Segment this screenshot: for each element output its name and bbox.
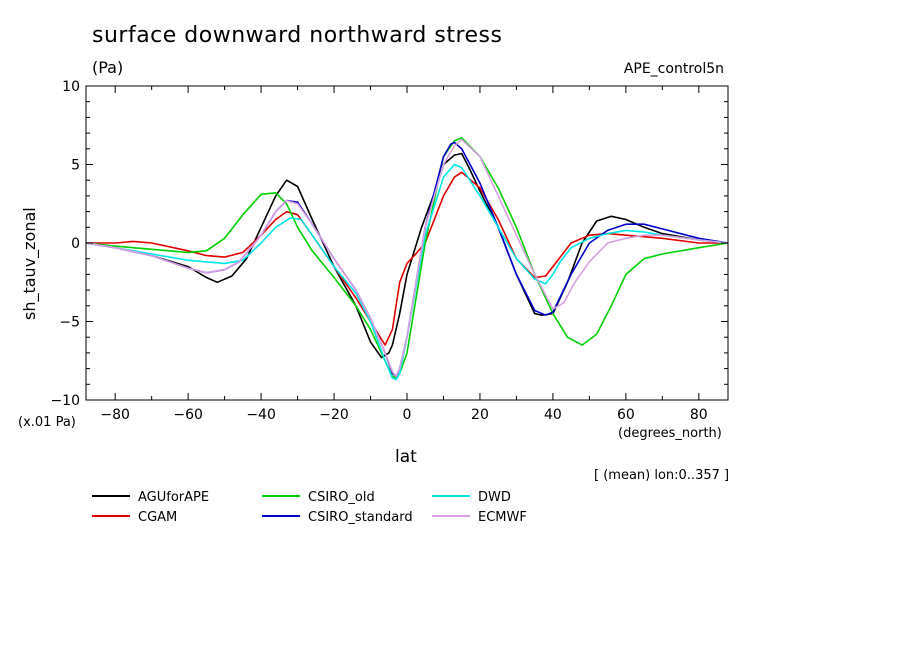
legend-label: AGUforAPE [138, 490, 209, 505]
y-tick-label: −5 [59, 315, 80, 331]
legend-label: CGAM [138, 510, 177, 525]
run-label: APE_control5n [623, 61, 724, 77]
series-layer [85, 137, 729, 381]
y-tick-label: 10 [62, 79, 80, 95]
legend-label: DWD [478, 490, 511, 505]
x-tick-label: 80 [690, 407, 708, 423]
series-line-aguforape [85, 152, 729, 359]
x-tick-label: 0 [403, 407, 412, 423]
legend-label: CSIRO_old [308, 490, 375, 505]
legend-label: CSIRO_standard [308, 510, 413, 525]
y-scale-label: (x.01 Pa) [18, 415, 76, 430]
x-units-label: (degrees_north) [618, 426, 722, 441]
y-tick-label: 0 [71, 236, 80, 252]
ticks-layer: −80 −60 −40 −20 0 20 40 60 80 −10 −5 0 5 10 [50, 79, 728, 423]
series-line-csiro-old [85, 137, 729, 379]
mean-label: [ (mean) lon:0..357 ] [594, 468, 730, 483]
y-tick-label: −10 [50, 393, 80, 409]
x-tick-label: 20 [471, 407, 489, 423]
x-tick-label: −40 [246, 407, 276, 423]
units-label: (Pa) [92, 58, 124, 77]
chart-title: surface downward northward stress [92, 23, 503, 48]
x-tick-label: 60 [617, 407, 635, 423]
legend-label: ECMWF [478, 510, 527, 525]
x-tick-label: −60 [173, 407, 203, 423]
x-tick-label: −20 [319, 407, 349, 423]
x-axis-label: lat [395, 447, 417, 467]
series-line-cgam [86, 171, 728, 346]
legend: AGUforAPE CGAM CSIRO_old CSIRO_standard DWD E… [92, 490, 527, 525]
series-line-ecmwf [85, 138, 729, 378]
x-tick-label: −80 [100, 407, 130, 423]
x-tick-label: 40 [544, 407, 562, 423]
y-tick-label: 5 [71, 158, 80, 174]
